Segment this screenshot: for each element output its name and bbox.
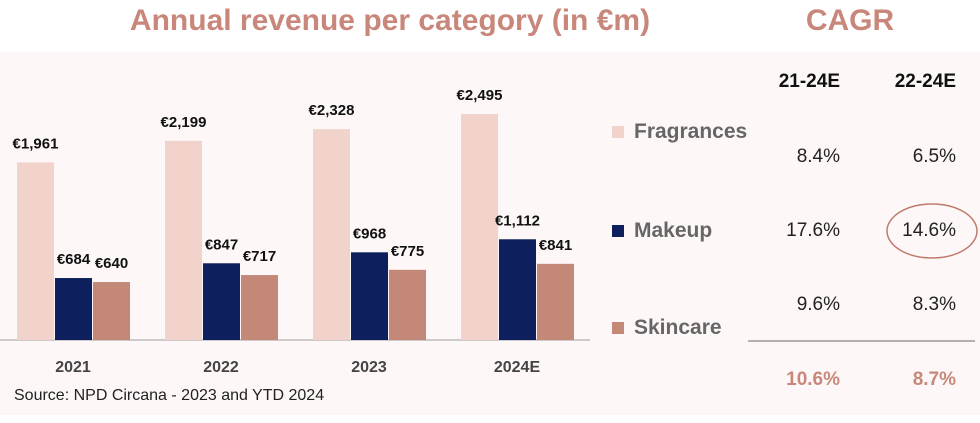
bar-fragrances-2023 <box>313 129 350 340</box>
legend-skincare: Skincare <box>612 316 722 340</box>
chart-title: Annual revenue per category (in €m) <box>129 4 651 37</box>
bar-skincare-2023 <box>389 269 426 340</box>
bar-makeup-2023 <box>351 252 388 340</box>
cagr-cell: 9.6% <box>796 294 840 315</box>
highlight-circle <box>886 203 978 259</box>
cagr-title: CAGR <box>805 4 895 37</box>
data-label: €775 <box>391 243 424 260</box>
bar-skincare-2021 <box>93 282 130 340</box>
bar-fragrances-2022 <box>165 140 202 340</box>
data-label: €717 <box>243 248 276 265</box>
column-header: 22-24E <box>894 71 956 92</box>
data-label: €841 <box>539 237 572 254</box>
legend-swatch <box>612 322 624 334</box>
column-header: 21-24E <box>778 71 840 92</box>
x-tick-label: 2021 <box>55 359 91 376</box>
cagr-cell: 6.5% <box>912 146 956 167</box>
x-tick-label: 2022 <box>203 359 239 376</box>
legend-makeup: Makeup <box>612 219 712 243</box>
bar-makeup-2024E <box>499 239 536 340</box>
x-tick-label: 2024E <box>494 359 541 376</box>
legend-label: Skincare <box>634 316 722 339</box>
cagr-cell: 17.6% <box>786 220 840 241</box>
legend-swatch <box>612 126 624 138</box>
legend-label: Fragrances <box>634 120 748 143</box>
source-note: Source: NPD Circana - 2023 and YTD 2024 <box>14 387 325 404</box>
bar-skincare-2024E <box>537 263 574 340</box>
legend-fragrances: Fragrances <box>612 120 747 144</box>
x-tick-label: 2023 <box>351 359 387 376</box>
data-label: €684 <box>57 251 91 268</box>
cagr-cell-highlighted: 14.6% <box>902 220 956 241</box>
data-label: €640 <box>95 255 128 272</box>
data-label: €968 <box>353 225 386 242</box>
bar-fragrances-2021 <box>17 162 54 340</box>
cagr-cell: 8.3% <box>912 294 956 315</box>
data-label: €1,961 <box>13 135 59 152</box>
legend-swatch <box>612 225 624 237</box>
data-label: €2,199 <box>161 114 207 131</box>
legend-label: Makeup <box>634 219 713 242</box>
data-label: €2,495 <box>457 87 503 104</box>
bar-makeup-2021 <box>55 278 92 340</box>
cagr-cell: 8.4% <box>796 146 840 167</box>
bar-makeup-2022 <box>203 263 240 340</box>
bar-fragrances-2024E <box>461 114 498 340</box>
data-label: €847 <box>205 236 238 253</box>
cagr-total: 8.7% <box>912 369 956 390</box>
cagr-total: 10.6% <box>786 369 840 390</box>
bar-skincare-2022 <box>241 275 278 340</box>
data-label: €1,112 <box>495 212 540 229</box>
data-label: €2,328 <box>309 102 355 119</box>
